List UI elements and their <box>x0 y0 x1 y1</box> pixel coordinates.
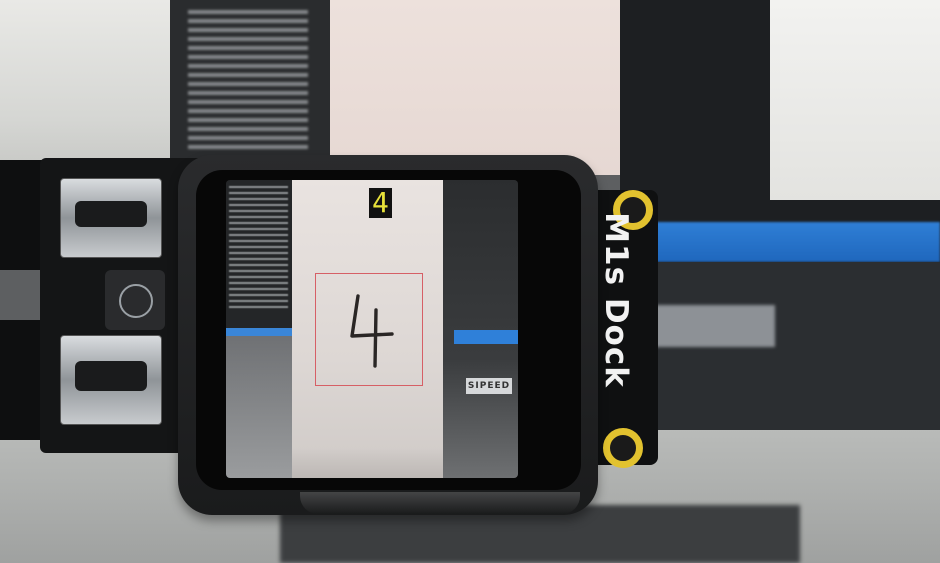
background-monitor-lower <box>650 262 940 432</box>
camera-feed-blue-bar-left <box>226 328 292 336</box>
camera-feed-blue-bar-right <box>454 330 518 344</box>
background-monitor-right-screen <box>770 0 940 200</box>
handwritten-digit-icon <box>350 294 394 368</box>
prediction-label: 4 <box>369 188 392 218</box>
lcd-screen: SIPEED 4 <box>226 180 518 478</box>
button-ring-icon <box>119 284 153 318</box>
background-blue-taskbar <box>655 222 940 262</box>
board-label: M1s Dock <box>598 212 634 388</box>
board-button[interactable] <box>105 270 165 330</box>
camera-feed-right-monitor: SIPEED <box>443 180 518 478</box>
screen-glare <box>300 492 580 514</box>
detection-box <box>315 273 423 386</box>
background-terminal-window <box>170 0 330 165</box>
camera-feed-left-desk <box>226 336 292 478</box>
background-wall-panel <box>330 0 620 175</box>
camera-feed-terminal <box>226 180 292 330</box>
camera-feed-paper: 4 <box>292 180 443 478</box>
mounting-hole-icon <box>613 190 653 230</box>
mounting-hole-icon <box>603 428 643 468</box>
usb-c-connector-bottom <box>60 335 162 425</box>
usb-c-connector-top <box>60 178 162 258</box>
camera-feed-sipeed-tag: SIPEED <box>466 378 512 394</box>
background-grey-strip <box>655 305 775 347</box>
